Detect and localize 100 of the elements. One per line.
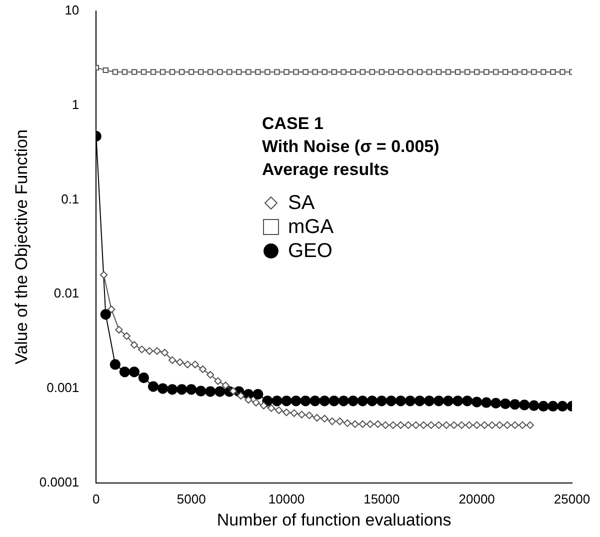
point — [357, 396, 368, 406]
point — [348, 396, 358, 406]
annotation: With Noise (σ = 0.005) — [262, 136, 440, 158]
point — [313, 414, 321, 422]
point — [414, 396, 426, 406]
point — [344, 419, 352, 427]
point — [320, 414, 328, 422]
point — [115, 326, 123, 334]
point — [452, 396, 464, 406]
point — [358, 420, 366, 428]
point — [148, 381, 159, 392]
point — [217, 69, 223, 75]
point — [404, 396, 416, 406]
point — [122, 332, 130, 340]
legend-label: GEO — [288, 239, 332, 263]
point — [178, 69, 185, 75]
point — [560, 69, 566, 75]
point — [550, 69, 556, 75]
y-tick-label: 0.01 — [54, 286, 80, 301]
point — [110, 359, 120, 370]
point — [518, 421, 526, 429]
point — [420, 421, 428, 429]
point — [404, 421, 412, 429]
point — [396, 421, 404, 429]
point — [526, 421, 534, 429]
x-tick-label: 0 — [92, 491, 100, 506]
point — [424, 396, 435, 406]
point — [274, 69, 280, 75]
point — [511, 421, 519, 429]
point — [512, 69, 518, 75]
point — [102, 67, 109, 74]
point — [112, 69, 118, 75]
point — [198, 69, 204, 75]
point — [426, 69, 432, 75]
point — [336, 418, 344, 426]
point — [169, 69, 176, 75]
point — [398, 69, 404, 75]
point — [310, 396, 320, 406]
point — [282, 408, 290, 416]
point — [464, 69, 470, 75]
y-tick-label: 1 — [72, 96, 80, 112]
point — [338, 396, 349, 406]
point — [267, 404, 276, 412]
point — [128, 366, 140, 378]
point — [191, 360, 199, 368]
point — [376, 396, 387, 406]
point — [272, 396, 282, 406]
point — [312, 69, 318, 75]
point — [366, 396, 378, 406]
point — [122, 69, 128, 75]
point — [168, 356, 176, 364]
point — [252, 398, 260, 406]
point — [119, 366, 130, 378]
point — [480, 421, 488, 429]
point — [100, 271, 108, 279]
point — [412, 421, 420, 429]
point — [500, 398, 511, 410]
point — [389, 421, 397, 429]
x-tick-label: 20000 — [458, 491, 495, 506]
y-tick-label: 0.001 — [46, 380, 80, 396]
point — [340, 69, 346, 75]
x-tick-label: 25000 — [554, 491, 590, 506]
point — [548, 400, 558, 412]
point — [366, 420, 374, 428]
point — [378, 69, 384, 75]
legend-label: mGA — [288, 215, 334, 239]
point — [226, 69, 232, 75]
point — [260, 402, 268, 410]
point — [306, 412, 314, 420]
point — [184, 360, 192, 368]
y-axis-title: Value of the Objective Function — [12, 129, 31, 364]
point — [153, 347, 161, 355]
point — [252, 388, 264, 400]
point — [322, 69, 328, 75]
point — [160, 348, 168, 356]
point — [540, 69, 546, 75]
point — [407, 69, 414, 75]
point — [434, 421, 443, 429]
point — [138, 346, 146, 354]
point — [382, 421, 390, 429]
point — [388, 69, 394, 75]
point — [331, 69, 337, 75]
point — [528, 400, 540, 411]
point — [458, 421, 466, 429]
point — [502, 69, 508, 75]
point — [300, 396, 311, 406]
point — [131, 69, 138, 75]
point — [510, 399, 520, 410]
y-tick-label: 0.0001 — [39, 474, 80, 490]
point — [450, 421, 458, 429]
annotation: CASE 1 — [262, 113, 324, 135]
point — [222, 382, 230, 390]
point — [442, 421, 450, 429]
x-axis-title: Number of function evaluations — [216, 510, 452, 530]
point — [416, 69, 423, 75]
point — [138, 372, 150, 384]
point — [196, 386, 206, 396]
point — [236, 69, 242, 75]
point — [360, 69, 366, 75]
point — [490, 398, 502, 408]
